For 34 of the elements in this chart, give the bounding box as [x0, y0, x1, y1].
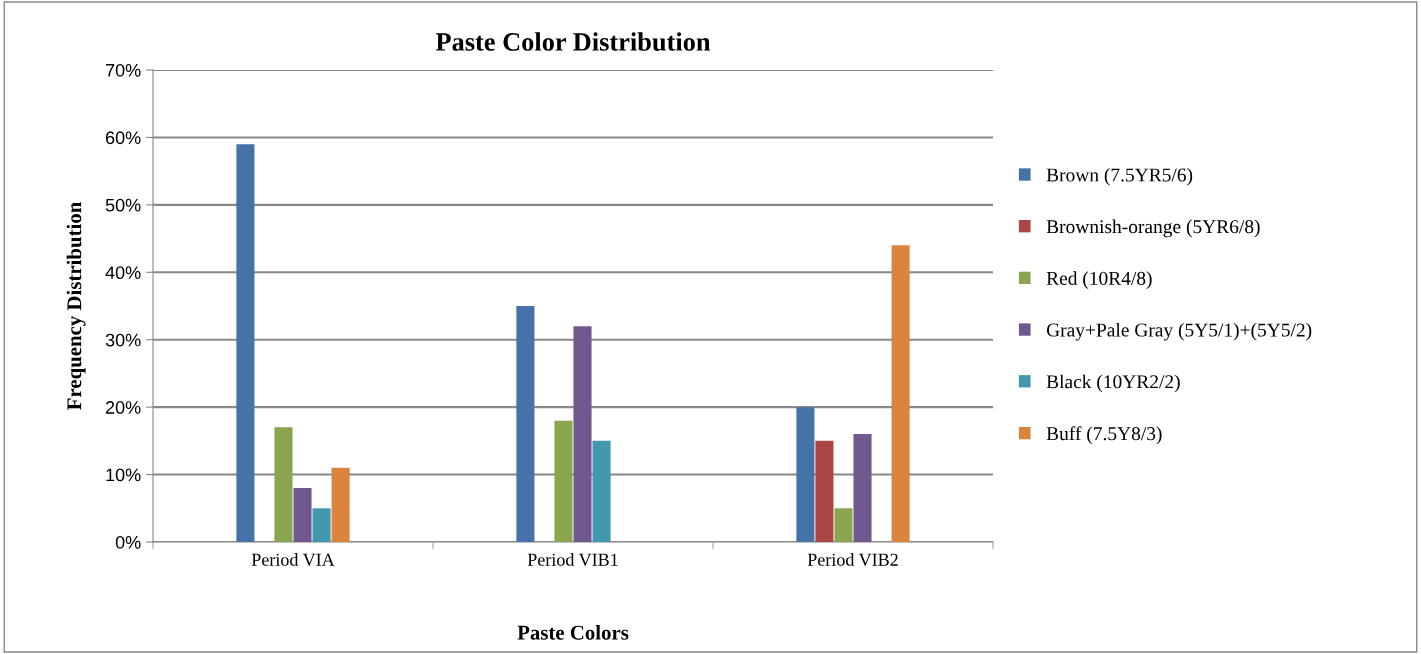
legend-label: Red (10R4/8): [1046, 271, 1152, 289]
chart-title: Paste Color Distribution: [435, 32, 711, 51]
bar: [796, 407, 815, 542]
x-axis-title: Paste Colors: [517, 625, 629, 640]
bar: [554, 420, 573, 542]
bar: [834, 508, 853, 542]
x-tick-label: Period VIA: [251, 553, 335, 566]
bar: [312, 508, 331, 542]
y-tick-label: 60%: [105, 131, 141, 145]
bar: [236, 144, 255, 542]
y-tick-label: 30%: [105, 333, 141, 347]
x-tick-label: Period VIB1: [527, 553, 618, 566]
y-tick-label: 0%: [115, 535, 141, 549]
legend-label: Gray+Pale Gray (5Y5/1)+(5Y5/2): [1046, 322, 1312, 341]
legend-label: Brownish-orange (5YR6/8): [1046, 219, 1260, 238]
legend-label: Brown (7.5YR5/6): [1046, 167, 1193, 186]
bar: [853, 434, 872, 542]
y-tick-label: 40%: [105, 266, 141, 280]
y-axis-title: Frequency Distribution: [66, 202, 86, 410]
y-tick-label: 50%: [105, 198, 141, 212]
y-tick-label: 70%: [105, 63, 141, 77]
bar: [293, 488, 312, 542]
y-tick-label: 10%: [106, 468, 141, 482]
x-tick-label: Period VIB2: [807, 553, 898, 566]
bar: [331, 467, 350, 542]
bar: [274, 427, 293, 542]
legend-label: Buff (7.5Y8/3): [1046, 426, 1162, 445]
bar: [592, 440, 611, 542]
bar: [815, 440, 834, 542]
legend-label: Black (10YR2/2): [1046, 374, 1180, 393]
bar: [891, 245, 910, 542]
bar: [516, 306, 535, 542]
bar: [573, 326, 592, 542]
y-tick-label: 20%: [105, 401, 141, 414]
